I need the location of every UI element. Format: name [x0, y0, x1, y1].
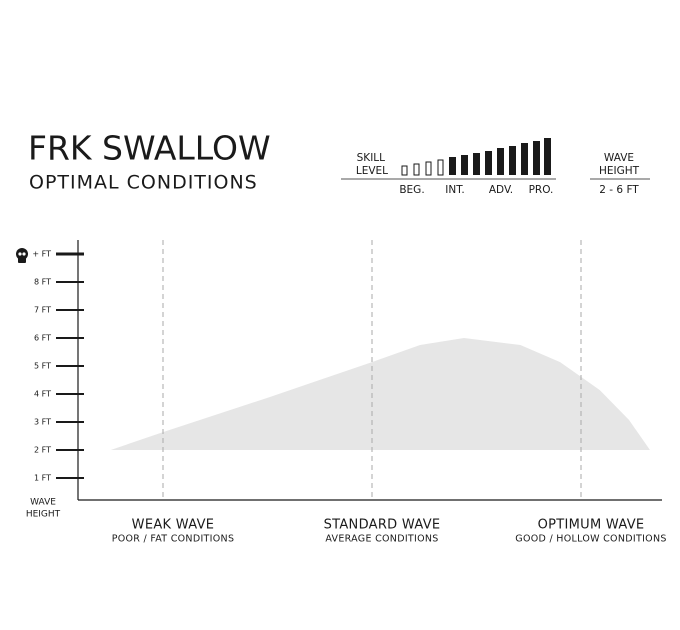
skill-label: SKILL: [357, 152, 385, 164]
y-axis-label: HEIGHT: [26, 510, 61, 520]
x-tick-note: POOR / FAT CONDITIONS: [112, 534, 235, 545]
x-tick-label: OPTIMUM WAVE: [538, 518, 645, 533]
skill-bar: [544, 138, 551, 175]
chart-subtitle: OPTIMAL CONDITIONS: [29, 172, 258, 194]
y-tick-label: 7 FT: [34, 306, 51, 315]
y-tick-label: 3 FT: [34, 418, 51, 427]
y-axis-label: WAVE: [30, 498, 56, 508]
skill-bar: [533, 141, 540, 175]
skill-bars: [401, 159, 444, 176]
y-tick-label: 1 FT: [34, 474, 51, 483]
y-tick-label: 6 FT: [34, 334, 51, 343]
chart-title: FRK SWALLOW: [28, 129, 271, 168]
skill-bar: [485, 151, 492, 175]
x-tick-note: AVERAGE CONDITIONS: [325, 534, 438, 545]
skill-level: PRO.: [529, 184, 554, 196]
skill-level: INT.: [445, 184, 464, 196]
skill-bar: [449, 157, 456, 175]
skill-bar: [425, 161, 432, 176]
skill-bar: [401, 165, 408, 176]
skill-label: LEVEL: [356, 165, 388, 177]
x-tick-note: GOOD / HOLLOW CONDITIONS: [515, 534, 666, 545]
wave-height-range: 2 - 6 FT: [599, 184, 639, 196]
skill-bar: [509, 146, 516, 175]
skill-bar: [461, 155, 468, 175]
y-tick-label: 2 FT: [34, 446, 51, 455]
skill-bar: [521, 143, 528, 175]
skill-bars-filled: [449, 138, 551, 175]
wave-height-label: HEIGHT: [599, 165, 640, 177]
y-tick-label: + FT: [32, 250, 51, 259]
x-tick-label: STANDARD WAVE: [324, 518, 441, 533]
skill-bar: [437, 159, 444, 176]
y-tick-label: 5 FT: [34, 362, 51, 371]
skill-bar: [497, 148, 504, 175]
wave-height-label: WAVE: [604, 152, 634, 164]
skill-bar: [473, 153, 480, 175]
y-tick-label: 8 FT: [34, 278, 51, 287]
skill-level: BEG.: [399, 184, 424, 196]
skill-bar: [413, 163, 420, 176]
area: [110, 338, 650, 450]
y-tick-label: 4 FT: [34, 390, 51, 399]
skull-icon: [16, 248, 28, 263]
skill-level: ADV.: [489, 184, 513, 196]
x-tick-label: WEAK WAVE: [132, 518, 215, 533]
